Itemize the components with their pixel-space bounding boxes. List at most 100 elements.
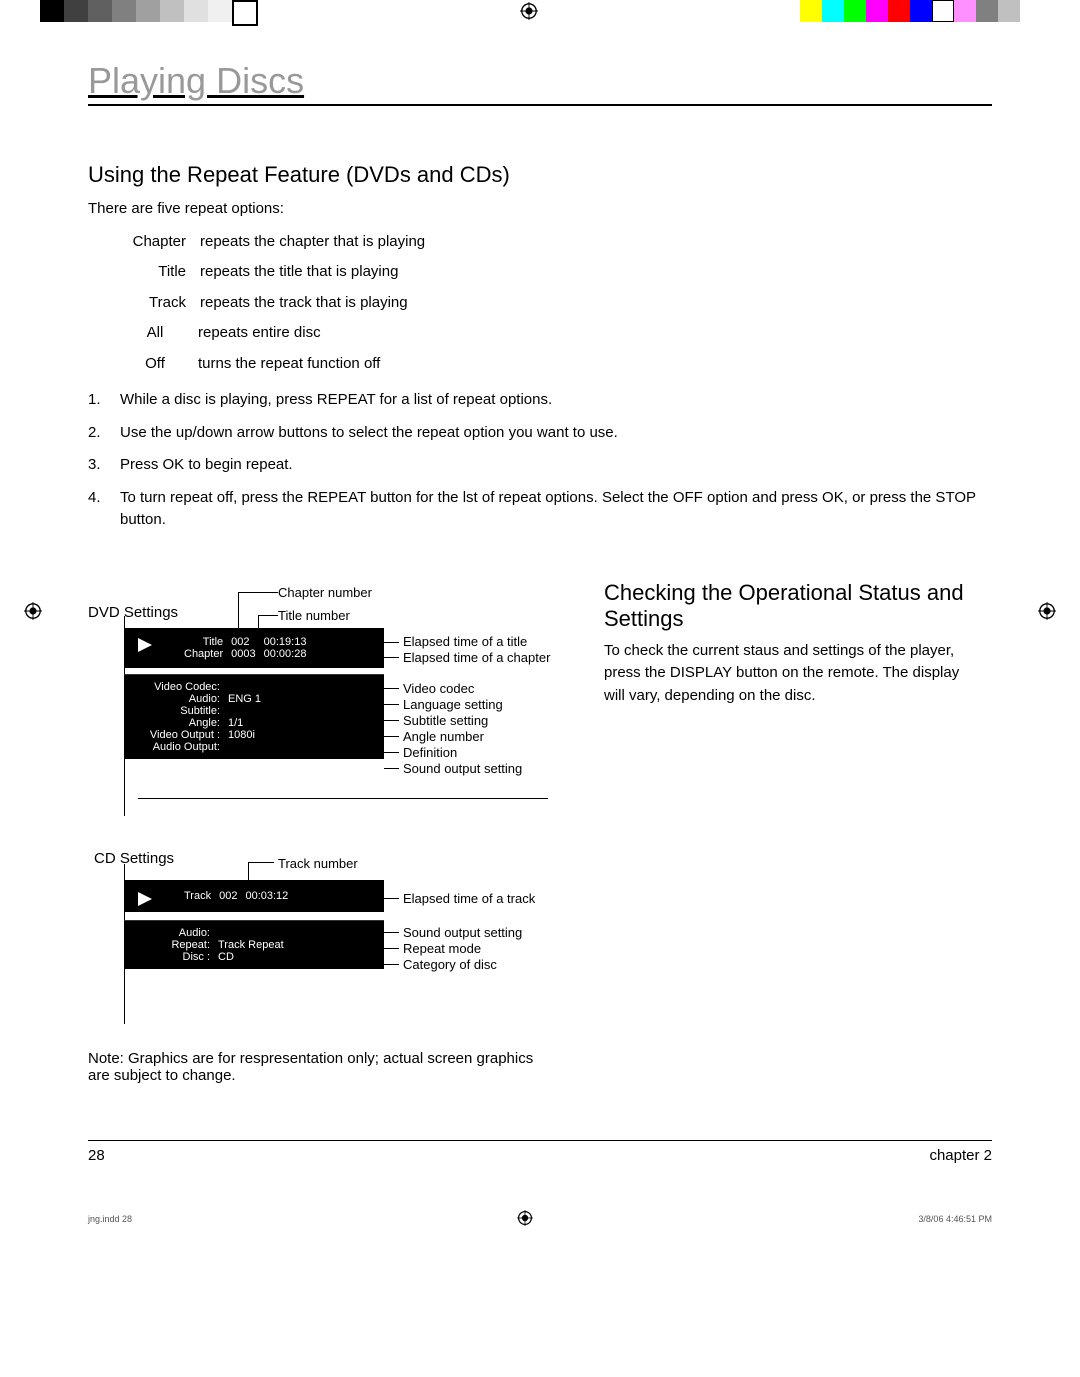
play-icon — [138, 638, 152, 655]
osd-value — [224, 705, 265, 717]
registration-top — [0, 0, 1080, 30]
osd-value: 00:00:28 — [260, 648, 311, 660]
osd-value: 00:19:13 — [260, 636, 311, 648]
osd-label: Video Output : — [134, 729, 224, 741]
callout-text: Sound output setting — [403, 761, 522, 776]
page-footer: 28 chapter 2 — [88, 1140, 992, 1164]
def-row: Off turns the repeat function off — [126, 353, 992, 376]
left-column: DVD Settings Chapter number Title number… — [88, 580, 558, 1084]
step-text: To turn repeat off, press the REPEAT but… — [120, 487, 992, 532]
osd-value: CD — [214, 951, 288, 963]
dvd-osd-panel-2: Video Codec: Audio:ENG 1 Subtitle: Angle… — [124, 674, 384, 759]
status-heading: Checking the Operational Status and Sett… — [604, 580, 974, 632]
osd-label: Disc : — [134, 951, 214, 963]
osd-value — [224, 741, 265, 753]
section-heading-repeat: Using the Repeat Feature (DVDs and CDs) — [88, 162, 992, 188]
osd-value: Track Repeat — [214, 939, 288, 951]
registration-mark-top-icon — [520, 0, 538, 30]
definition-list: Chapter repeats the chapter that is playi… — [126, 231, 992, 376]
cd-settings-label: CD Settings — [94, 850, 174, 867]
osd-label: Audio Output: — [134, 741, 224, 753]
callout-text: Chapter number — [278, 585, 372, 600]
osd-label: Chapter — [180, 648, 227, 660]
def-term: Chapter — [126, 231, 186, 254]
callout-text: Video codec — [403, 681, 474, 696]
step-text: Press OK to begin repeat. — [120, 454, 992, 477]
page-body: Playing Discs Using the Repeat Feature (… — [88, 60, 992, 1084]
divider — [138, 798, 548, 799]
callout-text: Angle number — [403, 729, 484, 744]
list-item: 3.Press OK to begin repeat. — [88, 454, 992, 477]
callout-text: Definition — [403, 745, 457, 760]
def-desc: turns the repeat function off — [198, 353, 380, 376]
timestamp: 3/8/06 4:46:51 PM — [918, 1214, 992, 1224]
def-term: Off — [126, 353, 184, 376]
registration-colors — [800, 0, 1020, 22]
osd-label: Angle: — [134, 717, 224, 729]
ordered-list: 1.While a disc is playing, press REPEAT … — [88, 389, 992, 532]
def-row: Track repeats the track that is playing — [126, 292, 992, 315]
callout-text: Category of disc — [403, 957, 497, 972]
callout-text: Repeat mode — [403, 941, 481, 956]
osd-label: Repeat: — [134, 939, 214, 951]
note-text: Note: Graphics are for respresentation o… — [88, 1050, 558, 1084]
def-row: Chapter repeats the chapter that is playi… — [126, 231, 992, 254]
callout-text: Subtitle setting — [403, 713, 488, 728]
page-title: Playing Discs — [88, 60, 992, 106]
callout-text: Title number — [278, 608, 350, 623]
callout-text: Sound output setting — [403, 925, 522, 940]
osd-value — [224, 681, 265, 693]
def-desc: repeats the title that is playing — [200, 261, 398, 284]
page-number: 28 — [88, 1147, 105, 1164]
registration-mark-right-icon — [1038, 602, 1056, 620]
registration-grayscale — [40, 0, 258, 30]
def-term: Title — [126, 261, 186, 284]
registration-mark-left-icon — [24, 602, 42, 620]
osd-value: 0003 — [227, 648, 259, 660]
registration-mark-bottom-icon — [517, 1210, 533, 1228]
osd-value: 1/1 — [224, 717, 265, 729]
callout-text: Language setting — [403, 697, 503, 712]
right-column: Checking the Operational Status and Sett… — [604, 580, 974, 1084]
dvd-osd-panel: Title00200:19:13 Chapter000300:00:28 — [124, 628, 384, 668]
list-item: 2.Use the up/down arrow buttons to selec… — [88, 422, 992, 445]
intro-text: There are five repeat options: — [88, 198, 992, 221]
callout-text: Elapsed time of a chapter — [403, 650, 550, 665]
def-desc: repeats entire disc — [198, 322, 321, 345]
osd-value — [214, 927, 288, 939]
cd-osd-panel-2: Audio: Repeat:Track Repeat Disc :CD — [124, 920, 384, 969]
dvd-settings-diagram: DVD Settings Chapter number Title number… — [88, 590, 558, 820]
osd-label: Audio: — [134, 693, 224, 705]
osd-value: 00:03:12 — [241, 890, 292, 902]
play-icon — [138, 892, 152, 909]
file-name: jng.indd 28 — [88, 1214, 132, 1224]
list-item: 1.While a disc is playing, press REPEAT … — [88, 389, 992, 412]
def-term: Track — [126, 292, 186, 315]
cd-settings-diagram: CD Settings Track number Track00200:03:1… — [88, 850, 558, 1030]
callout-text: Track number — [278, 856, 358, 871]
osd-value: 002 — [227, 636, 259, 648]
def-row: All repeats entire disc — [126, 322, 992, 345]
osd-label: Track — [180, 890, 215, 902]
callout-text: Elapsed time of a title — [403, 634, 527, 649]
osd-label: Subtitle: — [134, 705, 224, 717]
callout-text: Elapsed time of a track — [403, 891, 535, 906]
list-item: 4.To turn repeat off, press the REPEAT b… — [88, 487, 992, 532]
step-text: Use the up/down arrow buttons to select … — [120, 422, 992, 445]
osd-value: 002 — [215, 890, 241, 902]
osd-value: 1080i — [224, 729, 265, 741]
def-desc: repeats the chapter that is playing — [200, 231, 425, 254]
def-row: Title repeats the title that is playing — [126, 261, 992, 284]
page-footer-meta: jng.indd 28 3/8/06 4:46:51 PM — [88, 1210, 992, 1228]
osd-label: Title — [180, 636, 227, 648]
osd-label: Audio: — [134, 927, 214, 939]
osd-label: Video Codec: — [134, 681, 224, 693]
status-text: To check the current staus and settings … — [604, 640, 974, 708]
dvd-settings-label: DVD Settings — [88, 604, 178, 621]
step-text: While a disc is playing, press REPEAT fo… — [120, 389, 992, 412]
chapter-label: chapter 2 — [929, 1147, 992, 1164]
cd-osd-panel: Track00200:03:12 — [124, 880, 384, 912]
def-term: All — [126, 322, 184, 345]
def-desc: repeats the track that is playing — [200, 292, 408, 315]
osd-value: ENG 1 — [224, 693, 265, 705]
